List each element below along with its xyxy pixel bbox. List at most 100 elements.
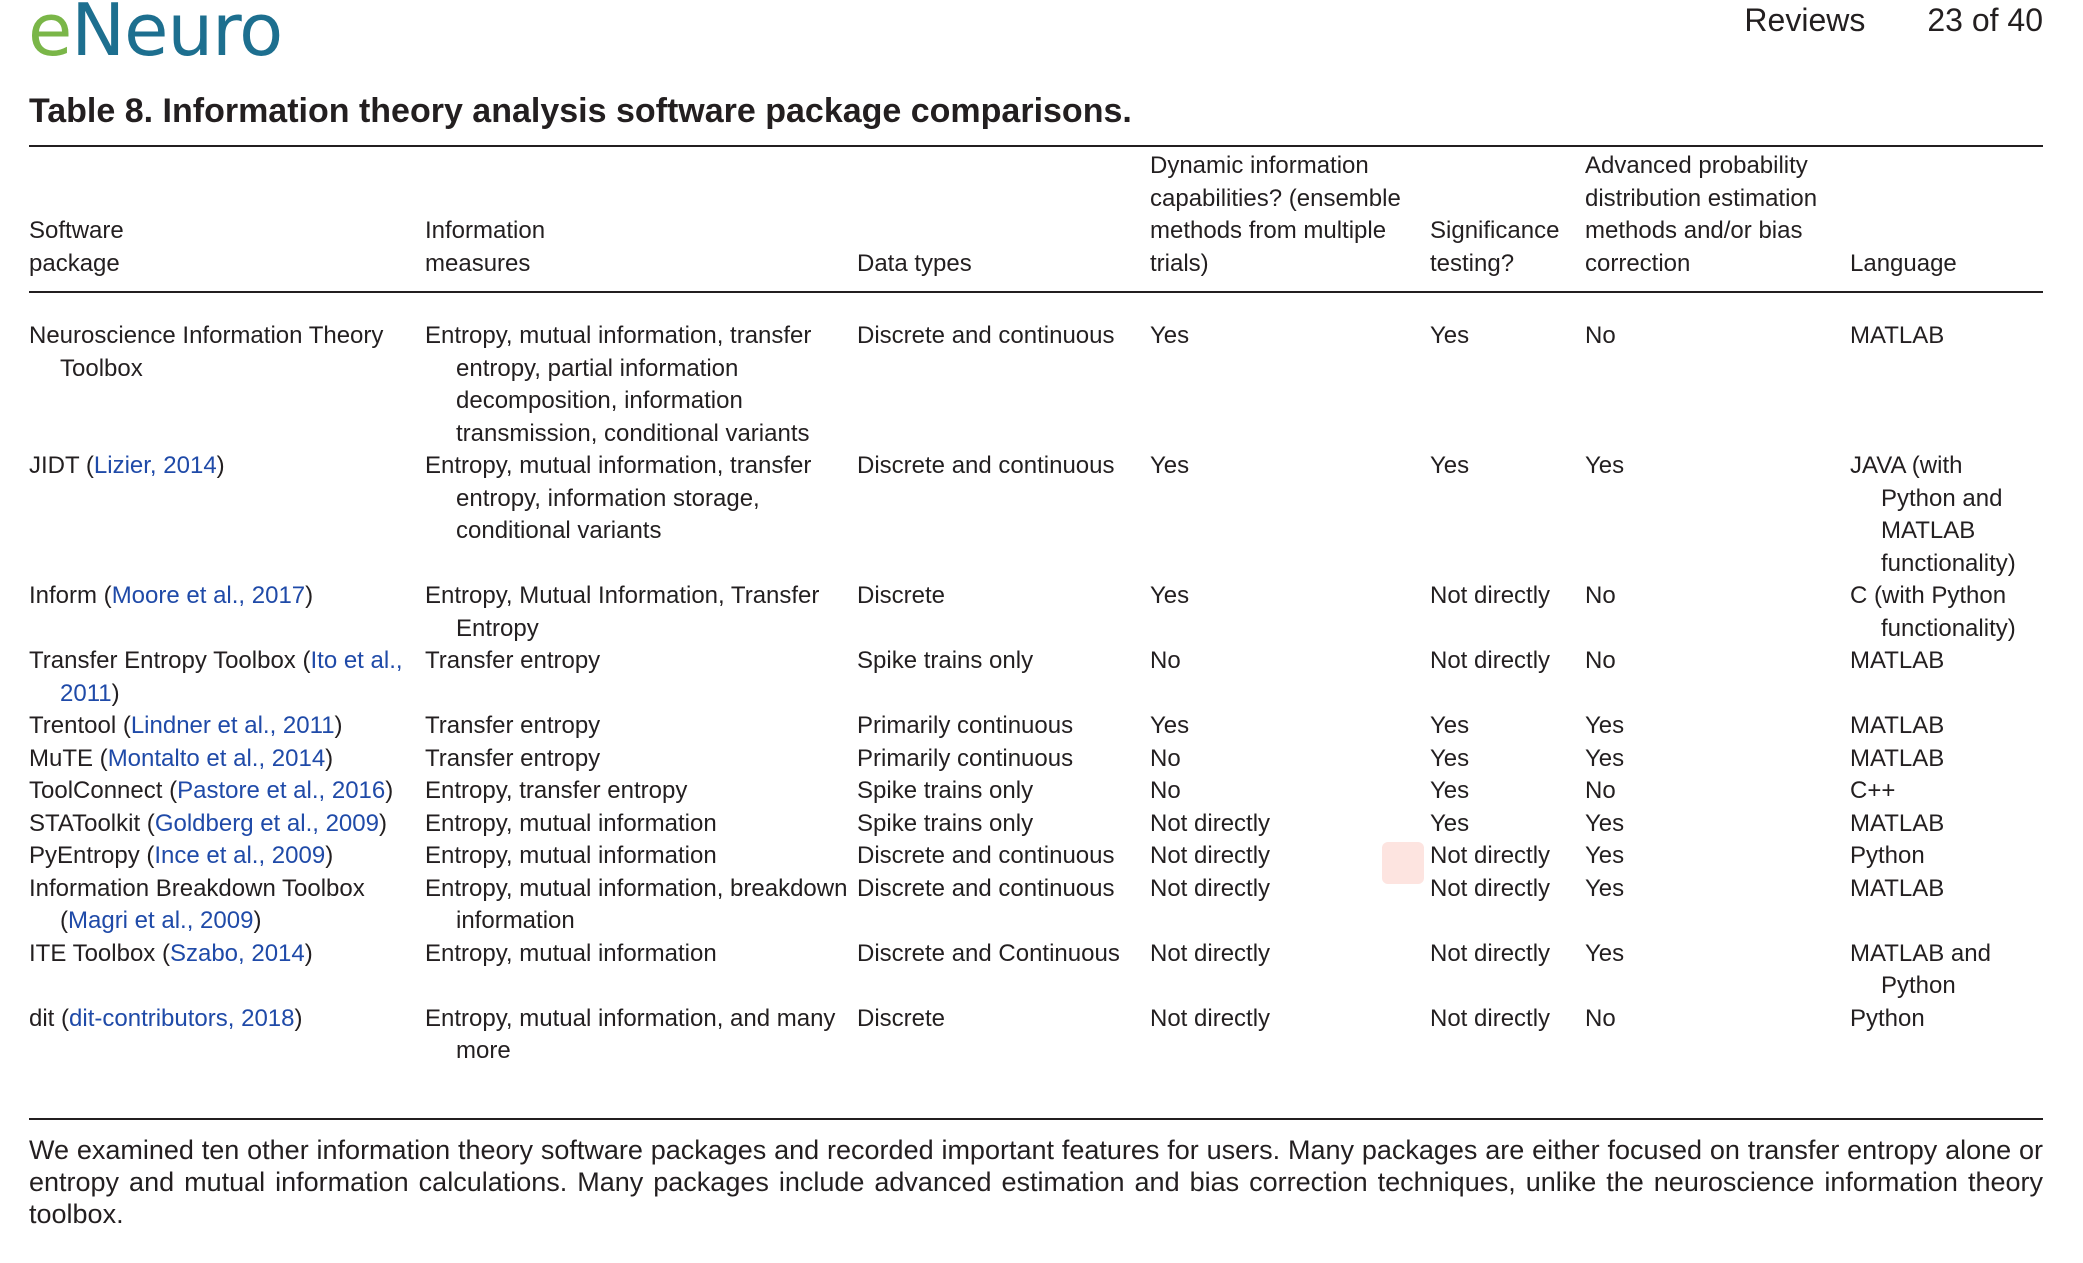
significance-cell: Yes <box>1430 322 1470 349</box>
language-cell: MATLAB <box>1850 647 1945 674</box>
header-rule <box>29 291 2043 293</box>
dynamic-cell: Yes <box>1150 582 1190 609</box>
measures-cell: Entropy, mutual information <box>425 939 717 967</box>
table-row: MuTE (Montalto et al., 2014) Transfer ent… <box>29 743 2043 776</box>
citation-link[interactable]: Goldberg et al., 2009 <box>154 809 379 837</box>
language-cell: MATLAB and Python <box>1850 939 1991 1000</box>
measures-cell: Transfer entropy <box>425 647 601 674</box>
column-header: Software package <box>29 217 124 277</box>
citation-link[interactable]: dit-contributors, 2018 <box>69 1004 295 1032</box>
advanced-cell: Yes <box>1585 712 1625 739</box>
table-footnote: We examined ten other information theory… <box>29 1135 2043 1229</box>
table-row: PyEntropy (Ince et al., 2009) Entropy, mu… <box>29 840 2043 873</box>
package-name: JIDT <box>29 452 80 479</box>
significance-cell: Not directly <box>1430 874 1551 902</box>
measures-cell: Entropy, Mutual Information, Transfer En… <box>425 582 820 642</box>
measures-cell: Entropy, mutual information, transfer en… <box>425 322 812 447</box>
table-row: Transfer Entropy Toolbox (Ito et al., 20… <box>29 645 2043 710</box>
measures-cell: Transfer entropy <box>425 712 601 739</box>
language-cell: C (with Python functionality) <box>1850 582 2016 642</box>
significance-cell: Yes <box>1430 777 1470 804</box>
column-header: Language <box>1850 249 1957 277</box>
citation-link[interactable]: Ince et al., 2009 <box>154 842 326 869</box>
running-header: Reviews 23 of 40 <box>1682 2 2043 39</box>
advanced-cell: Yes <box>1585 809 1625 837</box>
journal-logo: eNeuro <box>28 0 283 72</box>
software-package-cell: ToolConnect (Pastore et al., 2016) <box>29 777 394 804</box>
software-package-cell: dit (dit-contributors, 2018) <box>29 1004 303 1032</box>
measures-cell: Entropy, mutual information <box>425 842 717 869</box>
top-rule <box>29 145 2043 147</box>
software-package-cell: Inform (Moore et al., 2017) <box>29 582 314 609</box>
significance-cell: Yes <box>1430 809 1470 837</box>
advanced-cell: Yes <box>1585 452 1625 479</box>
advanced-cell: No <box>1585 1004 1616 1032</box>
language-cell: MATLAB <box>1850 322 1945 349</box>
dynamic-cell: Yes <box>1150 322 1190 349</box>
package-name: MuTE <box>29 744 94 772</box>
zoom-icon[interactable] <box>1382 842 1424 884</box>
table-row: Information Breakdown Toolbox (Magri et … <box>29 873 2043 938</box>
language-cell: MATLAB <box>1850 809 1945 837</box>
package-name: Neuroscience Information Theory Toolbox <box>29 322 384 382</box>
data-types-cell: Primarily continuous <box>857 712 1074 739</box>
package-name: Inform <box>29 582 98 609</box>
software-package-cell: PyEntropy (Ince et al., 2009) <box>29 842 334 869</box>
dynamic-cell: Yes <box>1150 452 1190 479</box>
software-package-cell: STAToolkit (Goldberg et al., 2009) <box>29 809 387 837</box>
table-row: Inform (Moore et al., 2017) Entropy, Mutu… <box>29 580 2043 645</box>
package-name: Trentool <box>29 712 117 739</box>
dynamic-cell: Not directly <box>1150 809 1271 837</box>
software-package-cell: ITE Toolbox (Szabo, 2014) <box>29 939 313 967</box>
dynamic-cell: Not directly <box>1150 842 1271 869</box>
data-types-cell: Discrete <box>857 582 946 609</box>
software-package-cell: Trentool (Lindner et al., 2011) <box>29 712 343 739</box>
dynamic-cell: Not directly <box>1150 874 1271 902</box>
citation-link[interactable]: Montalto et al., 2014 <box>107 744 326 772</box>
data-types-cell: Spike trains only <box>857 647 1034 674</box>
advanced-cell: Yes <box>1585 874 1625 902</box>
dynamic-cell: No <box>1150 744 1181 772</box>
dynamic-cell: No <box>1150 647 1181 674</box>
package-name: dit <box>29 1004 55 1032</box>
measures-cell: Entropy, transfer entropy <box>425 777 688 804</box>
package-name: ITE Toolbox <box>29 939 156 967</box>
table-row: Neuroscience Information Theory Toolbox E… <box>29 280 2043 450</box>
citation-link[interactable]: Moore et al., 2017 <box>111 582 306 609</box>
page-number: 23 of 40 <box>1927 2 2043 38</box>
significance-cell: Yes <box>1430 744 1470 772</box>
section-label: Reviews <box>1744 2 1866 38</box>
data-types-cell: Discrete and continuous <box>857 452 1115 479</box>
advanced-cell: No <box>1585 647 1616 674</box>
bottom-rule <box>29 1118 2043 1120</box>
dynamic-cell: Not directly <box>1150 1004 1271 1032</box>
dynamic-cell: Yes <box>1150 712 1190 739</box>
table-row: ITE Toolbox (Szabo, 2014) Entropy, mutual… <box>29 938 2043 1003</box>
data-types-cell: Discrete and continuous <box>857 874 1115 902</box>
citation-link[interactable]: Lizier, 2014 <box>93 452 217 479</box>
software-package-cell: Information Breakdown Toolbox (Magri et … <box>29 874 365 935</box>
package-name: Transfer Entropy Toolbox <box>29 647 296 674</box>
significance-cell: Not directly <box>1430 582 1551 609</box>
citation-link[interactable]: Magri et al., 2009 <box>68 907 254 934</box>
advanced-cell: No <box>1585 322 1616 349</box>
citation-link[interactable]: Lindner et al., 2011 <box>130 712 335 739</box>
table-row: JIDT (Lizier, 2014) Entropy, mutual infor… <box>29 450 2043 580</box>
table-row: dit (dit-contributors, 2018) Entropy, mut… <box>29 1003 2043 1068</box>
citation-link[interactable]: Szabo, 2014 <box>169 939 305 967</box>
column-header: Information measures <box>425 217 546 277</box>
significance-cell: Not directly <box>1430 939 1551 967</box>
package-name: PyEntropy <box>29 842 140 869</box>
measures-cell: Entropy, mutual information, transfer en… <box>425 452 812 544</box>
language-cell: MATLAB <box>1850 712 1945 739</box>
citation-link[interactable]: Pastore et al., 2016 <box>177 777 386 804</box>
table-header-row: Software package Information measures Da… <box>29 150 2043 280</box>
software-package-cell: JIDT (Lizier, 2014) <box>29 452 225 479</box>
advanced-cell: No <box>1585 582 1616 609</box>
column-header: Dynamic information capabilities? (ensem… <box>1150 152 1401 277</box>
citation-link[interactable]: Ito et al., 2011 <box>60 647 403 707</box>
table-row: ToolConnect (Pastore et al., 2016) Entrop… <box>29 775 2043 808</box>
package-name: Information Breakdown Toolbox <box>29 874 365 902</box>
language-cell: Python <box>1850 1004 1925 1032</box>
column-header: Significance testing? <box>1430 217 1560 277</box>
